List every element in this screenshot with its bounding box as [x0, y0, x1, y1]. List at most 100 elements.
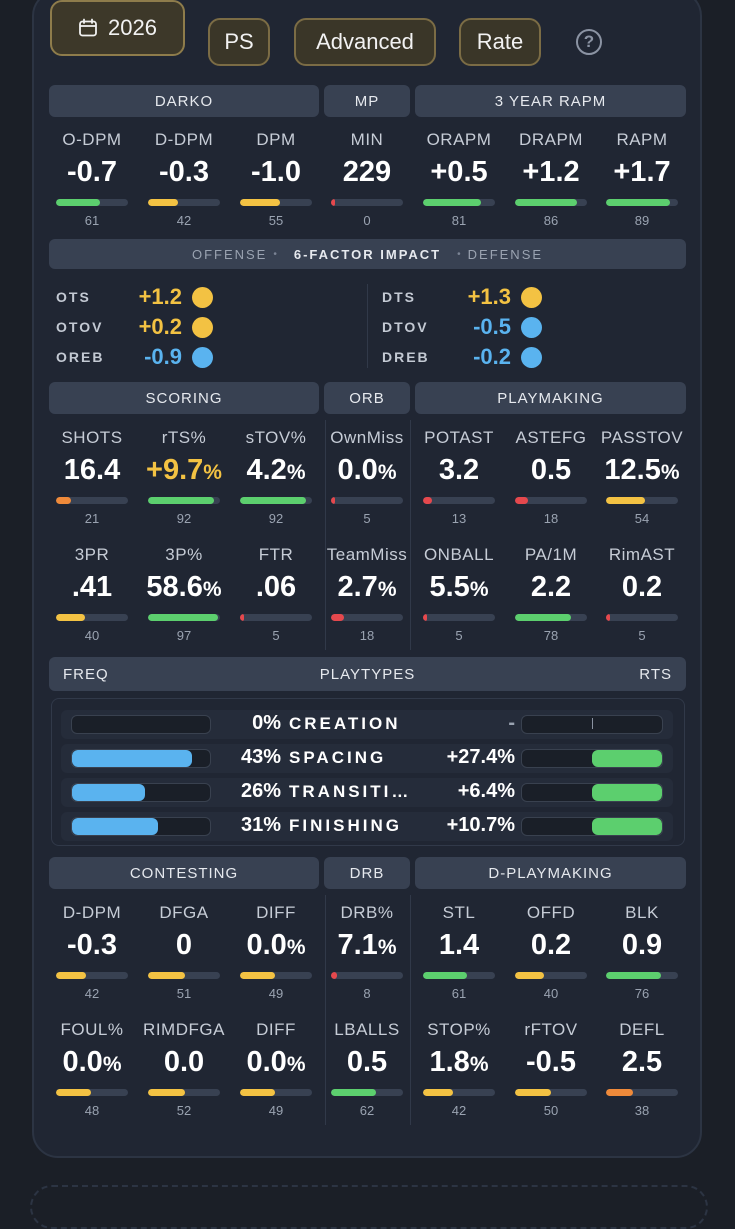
stat-number: 0.9 [621, 929, 663, 961]
stat-dpm: DPM -1.0 55 [234, 130, 318, 228]
help-icon[interactable]: ? [576, 29, 602, 55]
stat-unit: % [202, 578, 222, 601]
stat-unit: % [286, 1053, 306, 1076]
percentile-bar [423, 972, 495, 979]
factor-indicator [521, 286, 542, 308]
percentile-fill [606, 614, 610, 621]
stat-value: 5.5% [417, 571, 501, 604]
stat-number: 16.4 [63, 454, 121, 486]
factor-value: +1.2 [138, 284, 182, 309]
percentile-value: 61 [451, 986, 467, 1001]
percentile-fill [515, 497, 528, 504]
stat-value: 0.0 [142, 1046, 226, 1079]
stat-value: +9.7% [142, 454, 226, 487]
percentile-fill [331, 497, 335, 504]
divider [410, 895, 411, 1125]
percentile-value: 89 [634, 213, 650, 228]
stat-value: 4.2% [234, 454, 318, 487]
stat-value: 2.5 [600, 1046, 684, 1079]
percentile-value: 42 [451, 1103, 467, 1118]
percentile-bar [423, 614, 495, 621]
stat-value: +0.5 [417, 156, 501, 189]
percentile-value: 86 [543, 213, 559, 228]
playtype-name: CREATION [289, 714, 401, 733]
percentile-fill [240, 614, 244, 621]
stat-value: .41 [50, 571, 134, 604]
playtype-row-creation[interactable]: 0% CREATION - [61, 710, 673, 739]
percentile-value: 51 [176, 986, 192, 1001]
stat-value: 0.0% [234, 929, 318, 962]
rts-value: +27.4% [446, 746, 515, 768]
percentile-value: 49 [268, 1103, 284, 1118]
stat-diff: DIFF 0.0% 49 [234, 903, 318, 1001]
stat-3pr: 3PR .41 40 [50, 545, 134, 643]
advanced-button[interactable]: Advanced [294, 18, 436, 66]
percentile-value: 40 [543, 986, 559, 1001]
stat-rimast: RimAST 0.2 5 [600, 545, 684, 643]
percentile-fill [56, 972, 87, 979]
freq-fill [72, 784, 146, 801]
freq-bar [71, 715, 211, 734]
stat-unit: % [469, 578, 489, 601]
stat-number: -1.0 [251, 156, 301, 188]
stat-number: 7.1 [337, 929, 378, 961]
stat-unit: % [377, 578, 397, 601]
stat-rapm: RAPM +1.7 89 [600, 130, 684, 228]
percentile-fill [148, 1089, 186, 1096]
percentile-fill [331, 972, 337, 979]
rts-fill [592, 818, 662, 835]
rapm-header: 3 YEAR RAPM [415, 85, 686, 117]
percentile-bar [240, 199, 312, 206]
scoring-header: SCORING [49, 382, 319, 414]
percentile-value: 49 [268, 986, 284, 1001]
percentile-value: 52 [176, 1103, 192, 1118]
factor-value: +0.2 [138, 314, 182, 339]
season-year-label: 2026 [108, 15, 157, 40]
percentile-fill [423, 497, 433, 504]
percentile-bar [240, 1089, 312, 1096]
percentile-value: 38 [634, 1103, 650, 1118]
playtype-name: FINISHING [289, 816, 402, 835]
playtype-row-spacing[interactable]: 43% SPACING +27.4% [61, 744, 673, 773]
playtypes-header: FREQ PLAYTYPES RTS [49, 657, 686, 691]
stat-label: D-DPM [62, 903, 122, 922]
divider [410, 420, 411, 650]
percentile-bar [515, 614, 587, 621]
playtype-row-transiti[interactable]: 26% TRANSITI… +6.4% [61, 778, 673, 807]
percentile-bar [240, 497, 312, 504]
season-year-button[interactable]: 2026 [50, 0, 185, 56]
stat-label: SHOTS [61, 428, 123, 447]
darko-header: DARKO [49, 85, 319, 117]
rts-bar [521, 783, 663, 802]
percentile-value: 61 [84, 213, 100, 228]
stat-label: sTOV% [245, 428, 307, 447]
stat-number: +1.7 [613, 156, 671, 188]
divider [325, 895, 326, 1125]
stat-label: PA/1M [524, 545, 578, 564]
percentile-fill [331, 1089, 376, 1096]
rate-button[interactable]: Rate [459, 18, 541, 66]
percentile-value: 0 [363, 213, 371, 228]
factor-key: OTOV [56, 319, 104, 335]
ps-button[interactable]: PS [208, 18, 270, 66]
playtype-row-finishing[interactable]: 31% FINISHING +10.7% [61, 812, 673, 841]
percentile-bar [148, 972, 220, 979]
rts-midline [592, 718, 593, 729]
factor-dreb: DREB -0.2 [382, 342, 542, 372]
stat-number: 0.5 [346, 1046, 388, 1078]
percentile-bar [606, 972, 678, 979]
factor-indicator [192, 346, 213, 368]
stat-ftr: FTR .06 5 [234, 545, 318, 643]
percentile-bar [515, 972, 587, 979]
percentile-fill [56, 1089, 91, 1096]
stat-number: +9.7 [146, 454, 204, 486]
rts-bar [521, 749, 663, 768]
percentile-bar [423, 1089, 495, 1096]
percentile-bar [606, 497, 678, 504]
stat-ownmiss: OwnMiss 0.0% 5 [325, 428, 409, 526]
percentile-value: 78 [543, 628, 559, 643]
stat-value: 0.5 [509, 454, 593, 487]
stat-value: 0.9 [600, 929, 684, 962]
stat-label: ONBALL [423, 545, 495, 564]
stat-stop-: STOP% 1.8% 42 [417, 1020, 501, 1118]
